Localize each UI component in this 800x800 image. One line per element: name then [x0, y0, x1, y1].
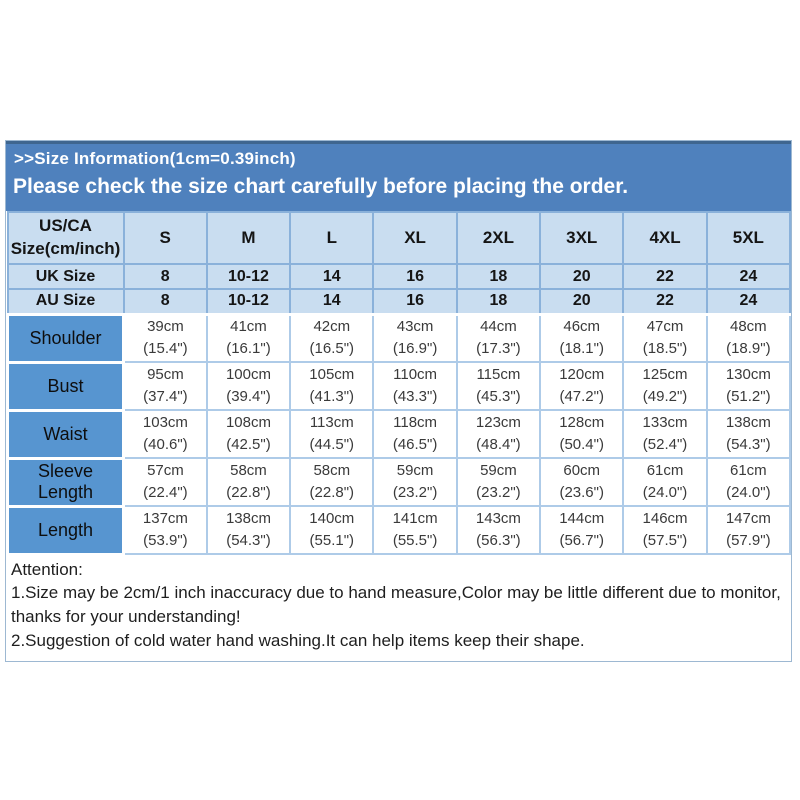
measurement-value: 58cm (22.8") [205, 457, 292, 507]
uk-size-value: 10-12 [205, 263, 292, 290]
size-column-header-5xl: 5XL [705, 211, 792, 265]
measurement-value: 108cm (42.5") [205, 409, 292, 459]
size-column-header-2xl: 2XL [455, 211, 542, 265]
measurement-value: 115cm (45.3") [455, 361, 542, 411]
au-size-value: 22 [622, 288, 708, 316]
measurement-value: 44cm (17.3") [455, 313, 542, 363]
au-size-value: 14 [289, 288, 375, 316]
measurement-value: 110cm (43.3") [372, 361, 458, 411]
attention-note-2: 2.Suggestion of cold water hand washing.… [11, 630, 585, 650]
au-size-value: 20 [539, 288, 625, 316]
au-size-value: 10-12 [205, 288, 292, 316]
measurement-value: 59cm (23.2") [372, 457, 458, 507]
measurement-value: 133cm (52.4") [622, 409, 708, 459]
measurement-value: 47cm (18.5") [622, 313, 708, 363]
measurement-row-shoulder: Shoulder 39cm (15.4") 41cm (16.1") 42cm … [6, 312, 792, 364]
measurement-value: 147cm (57.9") [705, 505, 792, 555]
measurement-label-sleeve-length: Sleeve Length [6, 456, 125, 508]
size-column-header-4xl: 4XL [622, 211, 708, 265]
banner-subtitle: Please check the size chart carefully be… [13, 175, 629, 198]
measurement-value: 141cm (55.5") [372, 505, 458, 555]
uk-size-value: 22 [622, 263, 708, 290]
measurement-value: 118cm (46.5") [372, 409, 458, 459]
measurement-value: 113cm (44.5") [289, 409, 375, 459]
au-size-value: 24 [705, 288, 792, 316]
measurement-value: 140cm (55.1") [289, 505, 375, 555]
au-size-value: 16 [372, 288, 458, 316]
measurement-value: 58cm (22.8") [289, 457, 375, 507]
measurement-row-length: Length 137cm (53.9") 138cm (54.3") 140cm… [6, 504, 792, 556]
uk-size-row: UK Size 8 10-12 14 16 18 20 22 24 [6, 263, 792, 290]
measurement-label-bust: Bust [6, 360, 125, 412]
measurement-value: 123cm (48.4") [455, 409, 542, 459]
measurement-value: 105cm (41.3") [289, 361, 375, 411]
measurement-value: 61cm (24.0") [622, 457, 708, 507]
measurement-value: 130cm (51.2") [705, 361, 792, 411]
measurement-value: 100cm (39.4") [205, 361, 292, 411]
measurement-value: 95cm (37.4") [122, 361, 208, 411]
uk-size-value: 8 [122, 263, 208, 290]
banner-title: >>Size Information(1cm=0.39inch) [14, 149, 296, 168]
measurement-value: 144cm (56.7") [539, 505, 625, 555]
measurement-value: 42cm (16.5") [289, 313, 375, 363]
measurement-label-shoulder: Shoulder [6, 312, 125, 364]
corner-header-cell: US/CA Size(cm/inch) [6, 211, 125, 265]
measurement-row-waist: Waist 103cm (40.6") 108cm (42.5") 113cm … [6, 408, 792, 460]
measurement-value: 103cm (40.6") [122, 409, 208, 459]
size-chart-panel: >>Size Information(1cm=0.39inch) Please … [5, 140, 792, 662]
measurement-value: 57cm (22.4") [122, 457, 208, 507]
au-size-value: 8 [122, 288, 208, 316]
au-size-row: AU Size 8 10-12 14 16 18 20 22 24 [6, 288, 792, 316]
attention-title: Attention: [11, 559, 83, 579]
au-size-label: AU Size [6, 288, 125, 316]
measurement-value: 137cm (53.9") [122, 505, 208, 555]
measurement-value: 60cm (23.6") [539, 457, 625, 507]
measurement-label-waist: Waist [6, 408, 125, 460]
size-column-header-m: M [205, 211, 292, 265]
measurement-row-bust: Bust 95cm (37.4") 100cm (39.4") 105cm (4… [6, 360, 792, 412]
uk-size-value: 14 [289, 263, 375, 290]
measurement-label-length: Length [6, 504, 125, 556]
measurement-value: 125cm (49.2") [622, 361, 708, 411]
size-column-header-xl: XL [372, 211, 458, 265]
attention-note-1: 1.Size may be 2cm/1 inch inaccuracy due … [11, 583, 781, 627]
measurement-value: 61cm (24.0") [705, 457, 792, 507]
measurement-value: 48cm (18.9") [705, 313, 792, 363]
measurement-value: 43cm (16.9") [372, 313, 458, 363]
measurement-row-sleeve-length: Sleeve Length 57cm (22.4") 58cm (22.8") … [6, 456, 792, 508]
measurement-value: 146cm (57.5") [622, 505, 708, 555]
size-column-header-s: S [122, 211, 208, 265]
size-info-banner: >>Size Information(1cm=0.39inch) Please … [6, 141, 791, 211]
uk-size-value: 18 [455, 263, 542, 290]
measurement-value: 46cm (18.1") [539, 313, 625, 363]
uk-size-label: UK Size [6, 263, 125, 290]
measurement-value: 120cm (47.2") [539, 361, 625, 411]
uk-size-value: 20 [539, 263, 625, 290]
attention-section: Attention: 1.Size may be 2cm/1 inch inac… [6, 555, 791, 661]
measurement-value: 41cm (16.1") [205, 313, 292, 363]
table-header-row: US/CA Size(cm/inch) S M L XL 2XL 3XL 4XL… [6, 211, 792, 265]
uk-size-value: 16 [372, 263, 458, 290]
size-column-header-l: L [289, 211, 375, 265]
measurement-value: 143cm (56.3") [455, 505, 542, 555]
measurement-value: 59cm (23.2") [455, 457, 542, 507]
uk-size-value: 24 [705, 263, 792, 290]
measurement-value: 39cm (15.4") [122, 313, 208, 363]
measurement-value: 138cm (54.3") [205, 505, 292, 555]
measurement-value: 128cm (50.4") [539, 409, 625, 459]
au-size-value: 18 [455, 288, 542, 316]
size-chart-table: US/CA Size(cm/inch) S M L XL 2XL 3XL 4XL… [6, 211, 792, 556]
size-column-header-3xl: 3XL [539, 211, 625, 265]
measurement-value: 138cm (54.3") [705, 409, 792, 459]
